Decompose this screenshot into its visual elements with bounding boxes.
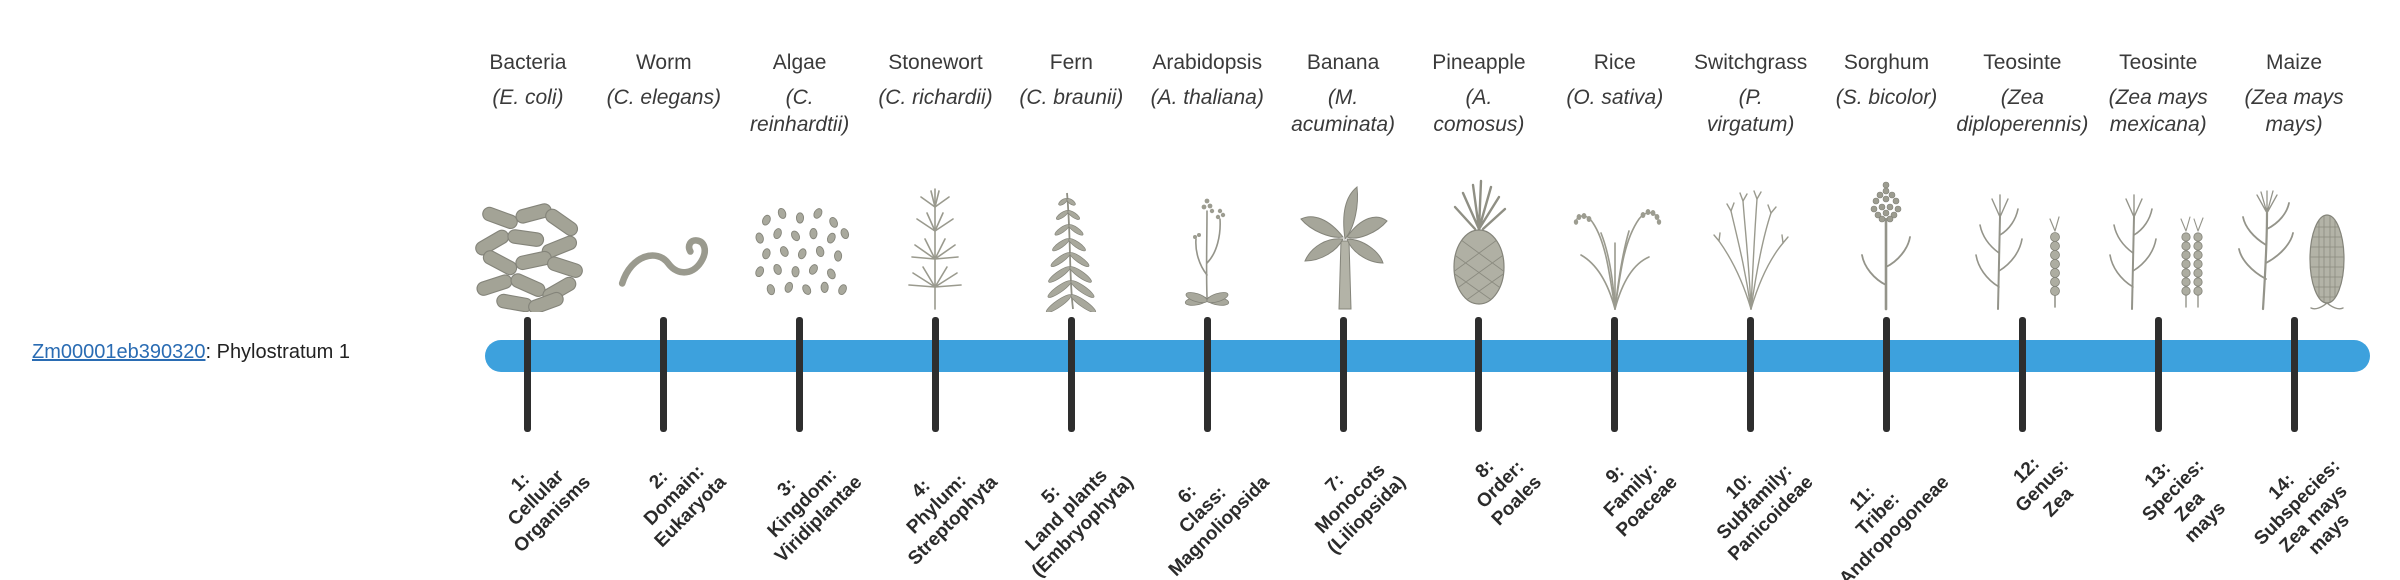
organism-latin-name: (C. elegans)	[606, 86, 721, 109]
organism-column: Stonewort (C. richardii) 4: Phylum	[868, 0, 1004, 580]
organism-latin-name: (A. thaliana)	[1150, 86, 1264, 109]
organism-name: Switchgrass	[1694, 51, 1808, 74]
organism-latin-name: (Zea mays mays)	[2244, 86, 2344, 137]
taxon-tick	[1067, 317, 1075, 432]
organism-name: Arabidopsis	[1152, 51, 1263, 74]
taxon-level-label: 10: Subfamily: Panicoideae	[1712, 460, 1818, 565]
taxon-columns: Bacteria (E. coli)	[460, 0, 2362, 580]
gene-id-link[interactable]: Zm00001eb390320	[32, 341, 206, 363]
organism-latin-name: (Zea mays mexicana)	[2108, 86, 2208, 137]
taxon-tick	[660, 317, 668, 432]
taxon-level-label: 14: Subspecies: Zea mays mays	[2250, 455, 2355, 560]
organism-name: Worm	[635, 51, 692, 74]
organism-column: Teosinte (Zea diploperennis)	[1954, 0, 2090, 580]
organism-latin-name: (C. reinhardtii)	[750, 86, 850, 137]
organism-latin-name: (C. braunii)	[1019, 86, 1124, 109]
organism-name: Teosinte	[1983, 51, 2062, 74]
organism-latin-name: (S. bicolor)	[1835, 86, 1938, 109]
organism-column: Teosinte (Zea mays mexicana)	[2090, 0, 2231, 580]
stonewort-icon	[868, 150, 1004, 312]
organism-name: Fern	[1049, 51, 1093, 74]
taxon-level-label: 8: Order: Poales	[1471, 455, 1546, 530]
fern-icon	[1003, 150, 1139, 312]
taxon-level-label: 1: Cellular Organisms	[504, 466, 595, 557]
teosinte-mexicana-icon	[2090, 150, 2226, 312]
taxon-tick	[1475, 317, 1483, 432]
organism-column: Switchgrass (P. virgatum)	[1683, 0, 1819, 580]
taxon-level-label: 9: Family: Poaceae	[1599, 459, 1682, 542]
taxon-tick	[2018, 317, 2026, 432]
taxon-level-label: 6: Class: Magnoliopsida	[1164, 471, 1274, 580]
taxon-tick	[2290, 317, 2298, 432]
taxon-tick	[1882, 317, 1890, 432]
organism-column: Arabidopsis (A. thaliana)	[1139, 0, 1275, 580]
pineapple-icon	[1411, 150, 1547, 312]
taxon-tick	[1611, 317, 1619, 432]
taxon-level-label: 13: Species: Zea mays	[2138, 455, 2231, 548]
organism-column: Fern (C. braunii)	[1003, 0, 1139, 580]
organism-column: Worm (C. elegans) 2: Domain: Eukaryota	[596, 0, 732, 580]
organism-column: Algae (C. reinhardtii)	[732, 0, 868, 580]
rice-icon	[1547, 150, 1683, 312]
taxon-tick	[1339, 317, 1347, 432]
taxon-tick	[796, 317, 804, 432]
organism-name: Teosinte	[2119, 51, 2198, 74]
phylostratum-chart: Bacteria (E. coli)	[460, 0, 2370, 580]
taxon-level-label: 11: Tribe: Andropogoneae	[1835, 471, 1954, 580]
organism-name: Bacteria	[489, 51, 567, 74]
organism-latin-name: (E. coli)	[492, 86, 564, 109]
taxon-tick	[1747, 317, 1755, 432]
taxon-level-label: 3: Kingdom: Viridiplantae	[763, 464, 867, 567]
taxon-tick	[524, 317, 532, 432]
phylostratum-text: : Phylostratum 1	[205, 341, 350, 363]
teosinte-diploperennis-icon	[1954, 150, 2090, 312]
taxon-level-label: 4: Phylum: Streptophyta	[903, 470, 1003, 570]
organism-name: Rice	[1593, 51, 1636, 74]
bacteria-icon	[460, 150, 596, 312]
organism-column: Rice (O. sativa)	[1547, 0, 1683, 580]
taxon-tick	[931, 317, 939, 432]
organism-latin-name: (M. acuminata)	[1291, 86, 1396, 137]
taxon-tick	[1203, 317, 1211, 432]
organism-column: Sorghum (S. bicolor)	[1819, 0, 1955, 580]
organism-latin-name: (P. virgatum)	[1706, 86, 1795, 137]
taxon-tick	[2154, 317, 2162, 432]
banana-icon	[1275, 150, 1411, 312]
organism-name: Maize	[2266, 51, 2323, 74]
organism-latin-name: (Zea diploperennis)	[1956, 86, 2089, 137]
taxon-level-label: 7: Monocots (Liliopsida)	[1311, 459, 1410, 559]
arabidopsis-icon	[1139, 150, 1275, 312]
taxon-level-label: 2: Domain: Eukaryota	[640, 461, 731, 552]
organism-name: Banana	[1306, 51, 1380, 74]
switchgrass-icon	[1683, 150, 1819, 312]
worm-icon	[596, 150, 732, 312]
organism-name: Algae	[772, 51, 827, 74]
taxon-level-label: 12: Genus: Zea	[2009, 453, 2078, 522]
organism-column: Banana (M. acuminata)	[1275, 0, 1411, 580]
organism-latin-name: (C. richardii)	[878, 86, 993, 109]
organism-name: Sorghum	[1843, 51, 1930, 74]
gene-label: Zm00001eb390320: Phylostratum 1	[32, 341, 350, 364]
organism-latin-name: (A. comosus)	[1433, 86, 1525, 137]
organism-name: Pineapple	[1432, 51, 1526, 74]
organism-column: Bacteria (E. coli)	[460, 0, 596, 580]
taxon-level-label: 5: Land plants (Embryophyta)	[1022, 465, 1138, 580]
maize-icon	[2226, 150, 2362, 312]
algae-icon	[732, 150, 868, 312]
organism-latin-name: (O. sativa)	[1566, 86, 1664, 109]
sorghum-icon	[1819, 150, 1955, 312]
organism-column: Pineapple (A. comosus) 8: O	[1411, 0, 1547, 580]
organism-name: Stonewort	[888, 51, 983, 74]
organism-column: Maize (Zea mays mays)	[2226, 0, 2362, 580]
